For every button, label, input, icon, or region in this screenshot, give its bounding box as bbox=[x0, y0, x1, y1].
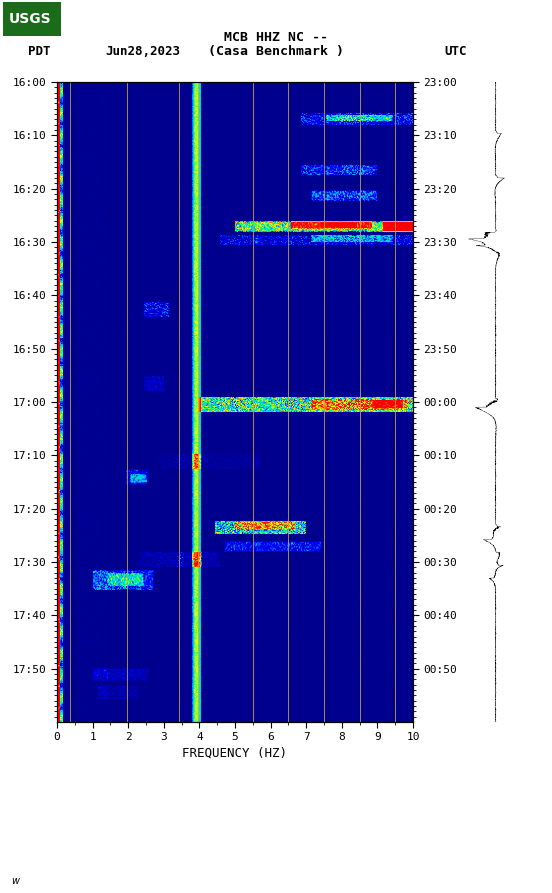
Text: UTC: UTC bbox=[444, 45, 467, 58]
X-axis label: FREQUENCY (HZ): FREQUENCY (HZ) bbox=[183, 747, 288, 760]
Text: MCB HHZ NC --: MCB HHZ NC -- bbox=[224, 31, 328, 45]
Text: $\mathit{w}$: $\mathit{w}$ bbox=[11, 876, 21, 886]
Polygon shape bbox=[3, 2, 61, 36]
Text: USGS: USGS bbox=[9, 12, 51, 26]
Text: (Casa Benchmark ): (Casa Benchmark ) bbox=[208, 45, 344, 58]
Text: Jun28,2023: Jun28,2023 bbox=[105, 45, 180, 58]
Text: PDT: PDT bbox=[28, 45, 50, 58]
